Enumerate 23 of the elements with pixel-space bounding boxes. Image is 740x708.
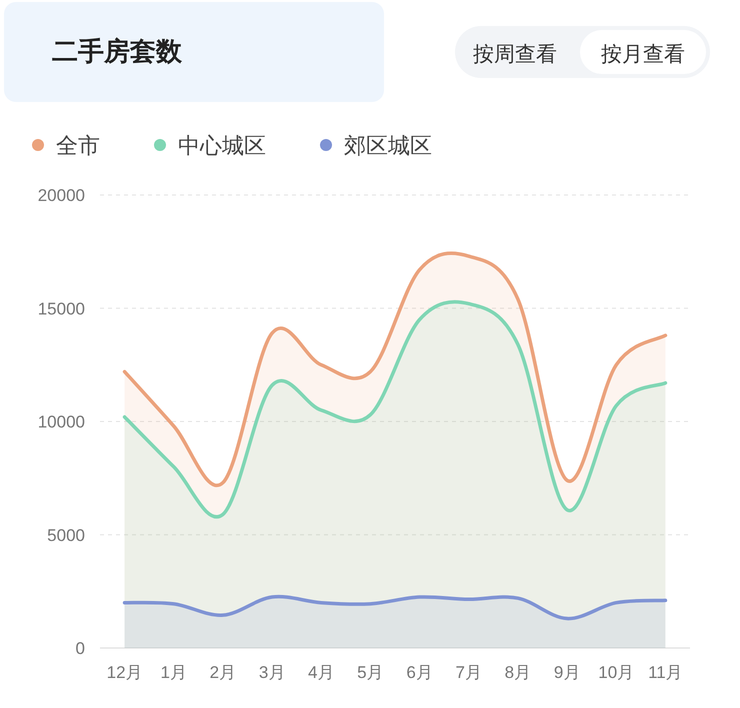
text: 按周查看 (473, 43, 557, 66)
y-tick-label: 15000 (38, 299, 85, 318)
y-tick-label: 0 (76, 639, 85, 658)
x-tick-label: 4月 (308, 663, 334, 682)
x-tick-label: 7月 (456, 663, 482, 682)
y-tick-label: 5000 (47, 526, 85, 545)
x-tick-label: 6月 (406, 663, 433, 682)
legend-label: 中心城区 (178, 133, 266, 158)
x-tick-label: 12月 (106, 663, 143, 682)
y-tick-label: 10000 (38, 412, 85, 432)
legend-label: 郊区城区 (344, 133, 432, 158)
chart-title: 二手房套数 (52, 36, 183, 66)
x-tick-label: 11月 (648, 663, 683, 682)
text: 按月查看 (601, 43, 685, 66)
x-tick-label: 3月 (258, 663, 286, 682)
y-tick-label: 20000 (38, 186, 85, 205)
x-tick-label: 9月 (554, 663, 580, 682)
x-tick-label: 2月 (210, 663, 236, 682)
x-tick-label: 5月 (357, 663, 384, 682)
x-tick-label: 8月 (504, 663, 532, 682)
legend-label: 全市 (56, 133, 100, 158)
x-tick-label: 1月 (160, 663, 187, 682)
x-tick-label: 10月 (598, 663, 634, 682)
